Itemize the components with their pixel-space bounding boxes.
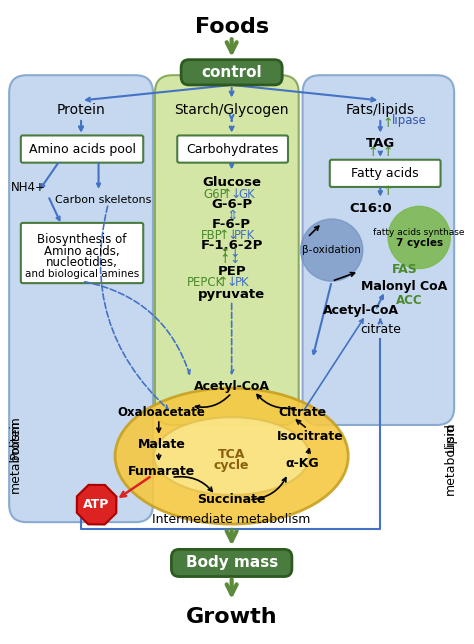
- Text: ↑: ↑: [221, 188, 232, 201]
- Text: ↓: ↓: [230, 188, 241, 201]
- Text: Starch/Glycogen: Starch/Glycogen: [174, 103, 289, 117]
- Text: Acetyl-CoA: Acetyl-CoA: [323, 304, 399, 317]
- Text: cycle: cycle: [214, 459, 249, 472]
- Text: Malate: Malate: [138, 438, 186, 451]
- Text: Fatty acids: Fatty acids: [351, 167, 419, 180]
- Text: PK: PK: [235, 276, 250, 289]
- Text: metabolism: metabolism: [9, 419, 21, 493]
- Text: Protein: Protein: [57, 103, 105, 117]
- FancyBboxPatch shape: [21, 135, 143, 163]
- Text: citrate: citrate: [360, 323, 401, 336]
- Text: ATP: ATP: [83, 498, 110, 511]
- Text: Carbon skeletons: Carbon skeletons: [55, 194, 152, 205]
- Text: Carbohydrates: Carbohydrates: [186, 142, 279, 156]
- Text: FBP: FBP: [201, 229, 223, 242]
- Text: Biosynthesis of: Biosynthesis of: [37, 233, 127, 246]
- Text: Malonyl CoA: Malonyl CoA: [362, 279, 448, 292]
- Text: Lipid: Lipid: [444, 422, 457, 451]
- FancyBboxPatch shape: [177, 135, 288, 163]
- Text: ↑: ↑: [383, 146, 393, 160]
- Text: ↑: ↑: [219, 247, 230, 260]
- Text: TAG: TAG: [365, 137, 395, 149]
- Text: ACC: ACC: [396, 294, 423, 307]
- Text: G6P: G6P: [203, 188, 227, 201]
- Text: ↑: ↑: [219, 229, 229, 242]
- Text: F-6-P: F-6-P: [212, 218, 251, 231]
- Text: Amino acids pool: Amino acids pool: [28, 142, 136, 156]
- FancyBboxPatch shape: [302, 75, 454, 425]
- Text: pyruvate: pyruvate: [198, 289, 265, 301]
- Text: F-1,6-2P: F-1,6-2P: [201, 239, 263, 252]
- Text: Protein: Protein: [9, 415, 21, 459]
- Text: Oxaloacetate: Oxaloacetate: [118, 406, 206, 419]
- FancyBboxPatch shape: [155, 75, 299, 425]
- Text: nucleotides,: nucleotides,: [46, 256, 118, 269]
- Text: ↑: ↑: [367, 146, 378, 160]
- Text: ↑: ↑: [218, 276, 228, 289]
- Text: metabolism: metabolism: [444, 421, 457, 495]
- Text: Fats/lipids: Fats/lipids: [346, 103, 415, 117]
- FancyBboxPatch shape: [172, 549, 292, 576]
- Text: Intermediate metabolism: Intermediate metabolism: [153, 513, 311, 526]
- Text: ↓: ↓: [228, 229, 238, 242]
- Text: ↑: ↑: [219, 253, 230, 267]
- Circle shape: [301, 219, 363, 281]
- Text: control: control: [201, 65, 262, 80]
- Text: PEP: PEP: [218, 265, 246, 278]
- Text: β-oxidation: β-oxidation: [302, 245, 361, 255]
- Ellipse shape: [115, 388, 348, 524]
- FancyBboxPatch shape: [21, 223, 143, 283]
- Text: GK: GK: [239, 188, 255, 201]
- Text: NH4+: NH4+: [11, 182, 46, 194]
- Circle shape: [388, 206, 450, 269]
- Text: ↑: ↑: [383, 117, 393, 130]
- Text: Citrate: Citrate: [279, 406, 327, 419]
- Text: Body mass: Body mass: [185, 556, 278, 571]
- Text: and biological amines: and biological amines: [25, 269, 139, 279]
- Text: Acetyl-CoA: Acetyl-CoA: [194, 379, 270, 393]
- Text: G-6-P: G-6-P: [211, 198, 252, 211]
- Text: Succinate: Succinate: [197, 493, 266, 506]
- Text: ↑: ↑: [383, 185, 393, 198]
- Text: Foods: Foods: [195, 17, 269, 37]
- FancyBboxPatch shape: [181, 60, 282, 85]
- Text: ↓: ↓: [229, 247, 240, 260]
- Text: Fumarate: Fumarate: [128, 465, 195, 478]
- Text: FAS: FAS: [392, 263, 418, 276]
- Text: fatty acids synthase: fatty acids synthase: [374, 228, 465, 237]
- Text: PFK: PFK: [234, 229, 255, 242]
- Text: TCA: TCA: [218, 448, 246, 460]
- Text: Amino acids,: Amino acids,: [44, 245, 120, 258]
- Text: C16:0: C16:0: [349, 202, 392, 215]
- Text: ↓: ↓: [229, 253, 240, 267]
- Text: ⇕: ⇕: [226, 209, 237, 223]
- Text: Isocitrate: Isocitrate: [277, 430, 344, 443]
- Text: lipase: lipase: [392, 115, 427, 128]
- Text: α-KG: α-KG: [286, 457, 319, 470]
- Text: Growth: Growth: [186, 607, 277, 627]
- Text: Glucose: Glucose: [202, 176, 261, 189]
- Text: ↓: ↓: [227, 276, 237, 289]
- Ellipse shape: [154, 417, 310, 495]
- Text: 7 cycles: 7 cycles: [396, 238, 443, 249]
- FancyBboxPatch shape: [330, 160, 440, 187]
- Text: PEPCK: PEPCK: [187, 276, 224, 289]
- FancyBboxPatch shape: [9, 75, 153, 522]
